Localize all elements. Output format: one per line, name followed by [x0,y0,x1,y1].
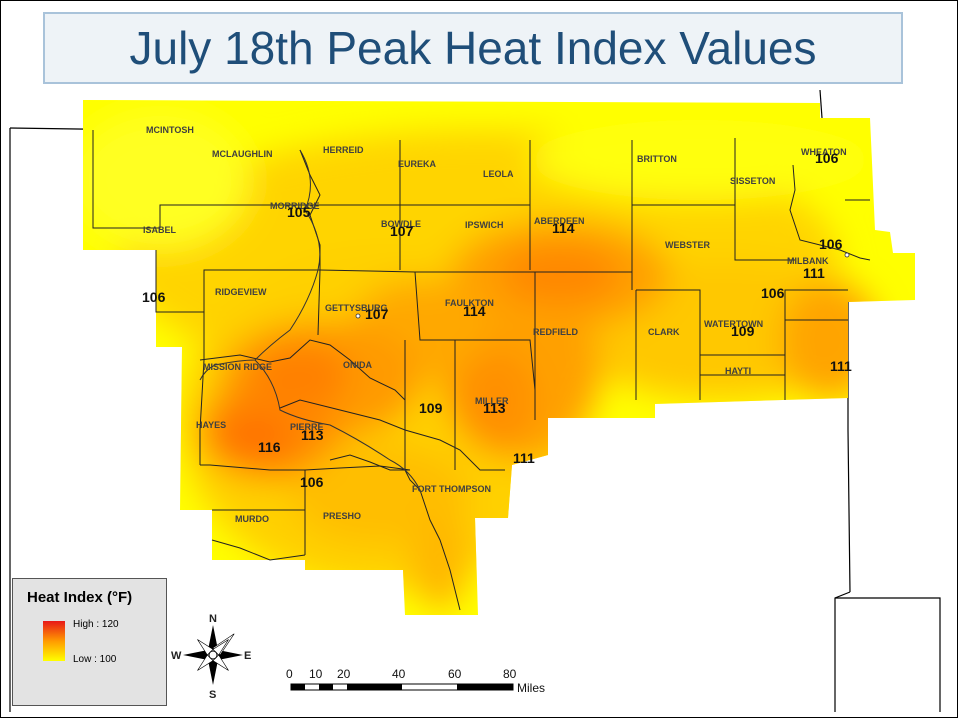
legend-high-label: High : 120 [73,619,119,630]
county-label-aberdeen: ABERDEEN [534,216,585,226]
county-label-presho: PRESHO [323,511,361,521]
county-label-mission-ridge: MISSION RIDGE [203,362,272,372]
county-label-sisseton: SISSETON [730,176,775,186]
heat-value: 114 [463,303,486,319]
county-label-wheaton: WHEATON [801,147,847,157]
town-marker-gettysburg [355,313,361,319]
county-label-faulkton: FAULKTON [445,298,494,308]
town-marker-milbank [844,252,850,258]
county-label-clark: CLARK [648,327,680,337]
heat-value: 106 [819,236,843,252]
county-label-morridge: MORRIDGE [270,201,320,211]
scale-tick-label: 60 [448,667,462,681]
county-labels: MCINTOSH MCLAUGHLIN HERREID EUREKA LEOLA… [143,125,847,524]
county-label-herreid: HERREID [323,145,364,155]
county-label-eureka: EUREKA [398,159,437,169]
county-label-britton: BRITTON [637,154,677,164]
county-label-ridgeview: RIDGEVIEW [215,287,267,297]
scale-bar: 0 10 20 40 60 80 Miles [286,667,545,695]
county-label-hayes: HAYES [196,420,226,430]
county-label-leola: LEOLA [483,169,514,179]
page-title: July 18th Peak Heat Index Values [129,22,817,74]
heat-value: 106 [300,474,324,490]
heat-value: 109 [419,400,443,416]
heat-value: 116 [258,439,281,455]
missouri-river [199,149,421,491]
scale-unit-label: Miles [517,681,545,695]
scale-tick-label: 0 [286,667,293,681]
north-arrow-icon: N S E W [171,613,251,701]
county-label-mclaughlin: MCLAUGHLIN [212,149,273,159]
county-label-milbank: MILBANK [787,256,829,266]
scale-tick-label: 10 [309,667,323,681]
heat-value: 106 [815,150,839,166]
county-label-redfield: REDFIELD [533,327,579,337]
county-label-isabel: ISABEL [143,225,177,235]
legend-low-label: Low : 100 [73,654,117,665]
south-label: S [209,689,216,701]
heat-value: 107 [365,306,389,322]
legend: Heat Index (°F) High : 120 Low : 100 [12,578,167,706]
heat-value: 113 [483,400,506,416]
heat-value: 113 [301,427,324,443]
title-banner: July 18th Peak Heat Index Values [43,12,903,84]
scale-tick-label: 80 [503,667,517,681]
heat-value: 111 [803,265,825,281]
county-label-webster: WEBSTER [665,240,711,250]
county-label-hayti: HAYTI [725,366,751,376]
county-label-murdo: MURDO [235,514,269,524]
west-label: W [171,650,182,662]
heat-value: 111 [830,358,852,374]
heat-index-values: 106 105 107 114 106 111 106 106 107 114 … [142,150,852,490]
legend-color-ramp [43,621,65,661]
county-label-mcintosh: MCINTOSH [146,125,194,135]
scale-tick-label: 20 [337,667,351,681]
east-label: E [244,650,251,662]
heat-value: 107 [390,223,414,239]
town-markers [355,252,850,319]
county-label-bowdle: BOWDLE [381,219,421,229]
heat-value: 105 [287,204,311,220]
heat-value: 106 [142,289,166,305]
heat-value: 111 [513,450,535,466]
county-label-fort-thompson: FORT THOMPSON [412,484,491,494]
county-label-pierre: PIERRE [290,422,324,432]
north-label: N [209,613,217,625]
county-label-miller: MILLER [475,396,509,406]
county-label-gettysburg: GETTYSBURG [325,303,388,313]
county-label-onida: ONIDA [343,360,373,370]
scale-tick-label: 40 [392,667,406,681]
heat-value: 114 [552,220,575,236]
heat-value: 109 [731,323,755,339]
heat-value: 106 [761,285,785,301]
county-label-watertown: WATERTOWN [704,319,763,329]
legend-title: Heat Index (°F) [27,589,133,606]
county-label-ipswich: IPSWICH [465,220,504,230]
